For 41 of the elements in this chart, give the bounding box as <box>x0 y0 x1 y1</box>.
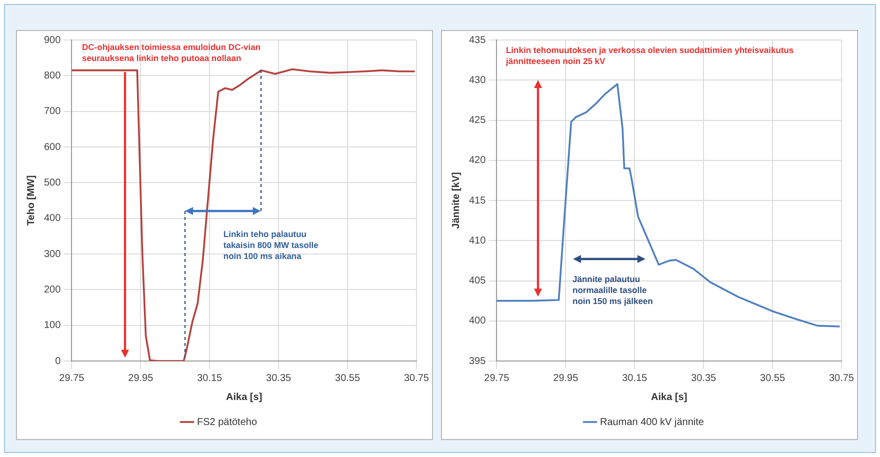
legend-label: FS2 pätöteho <box>196 416 258 428</box>
y-tick-label: 700 <box>44 106 62 118</box>
y-tick-label: 100 <box>44 320 62 332</box>
y-tick-label: 900 <box>44 34 62 46</box>
y-tick-label: 415 <box>468 195 486 206</box>
y-axis-title: Jännite [kV] <box>450 172 462 229</box>
x-tick-label: 29.75 <box>59 372 85 384</box>
y-tick-label: 500 <box>44 177 62 188</box>
x-tick-label: 30.55 <box>335 372 360 384</box>
x-tick-label: 29.95 <box>553 372 579 384</box>
annotation: Jännite palautuu normaalille tasolle noin 150 ms jälkeen <box>572 274 654 308</box>
y-tick-label: 435 <box>468 34 486 46</box>
legend-label: Rauman 400 kV jännite <box>600 416 704 428</box>
x-tick-label: 30.35 <box>266 372 292 384</box>
y-tick-label: 200 <box>44 284 62 296</box>
x-tick-label: 30.55 <box>760 372 786 384</box>
y-tick-label: 600 <box>44 142 62 153</box>
x-axis-title: Aika [s] <box>226 392 262 403</box>
y-tick-label: 300 <box>44 248 62 260</box>
y-tick-label: 420 <box>468 155 486 166</box>
x-axis-title: Aika [s] <box>651 392 688 403</box>
x-tick-label: 30.15 <box>622 372 648 384</box>
x-tick-label: 30.35 <box>691 372 717 384</box>
y-tick-label: 0 <box>55 356 62 367</box>
y-tick-label: 430 <box>468 74 486 86</box>
y-tick-label: 800 <box>44 70 62 82</box>
x-tick-label: 30.75 <box>404 372 430 384</box>
y-tick-label: 400 <box>44 213 62 224</box>
y-axis-title: Teho [MW] <box>26 175 37 226</box>
y-tick-label: 425 <box>468 115 486 126</box>
y-tick-label: 400 <box>468 316 486 327</box>
x-tick-label: 29.95 <box>128 372 154 384</box>
annotation: DC-ohjauksen toimiessa emuloidun DC-vian seurauksena linkin teho putoaa nollaan <box>82 42 262 64</box>
x-tick-label: 29.75 <box>484 372 510 384</box>
y-tick-label: 395 <box>468 356 486 367</box>
y-tick-label: 410 <box>468 235 486 246</box>
annotation: Linkin tehomuutoksen ja verkossa olevien suodattimien yhteisvaikutus jännitteeseen noin 25 kV <box>506 44 795 67</box>
x-tick-label: 30.15 <box>197 372 223 384</box>
y-tick-label: 405 <box>468 276 486 286</box>
annotation: Linkin teho palautuu takaisin 800 MW tasolle noin 100 ms aikana <box>223 229 320 262</box>
x-tick-label: 30.75 <box>828 372 854 384</box>
